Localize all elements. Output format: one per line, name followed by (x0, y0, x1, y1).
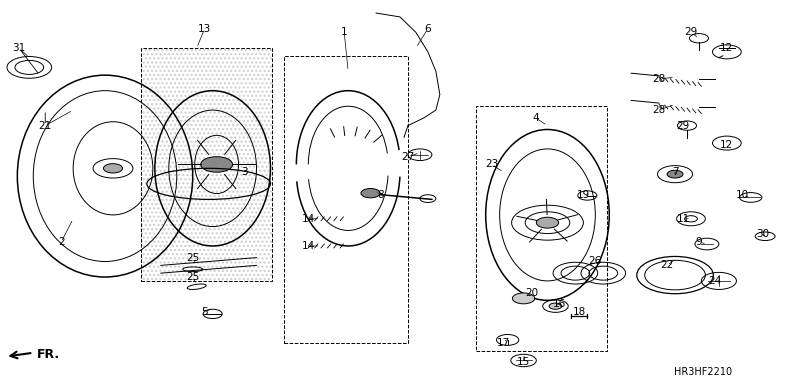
Text: 12: 12 (720, 140, 734, 150)
Bar (141, 48, 273, 281)
Text: 25: 25 (186, 253, 199, 263)
Text: 12: 12 (720, 43, 734, 53)
Text: 10: 10 (736, 190, 750, 201)
Bar (285, 56, 408, 343)
Text: 18: 18 (573, 307, 586, 317)
Text: 29: 29 (676, 120, 690, 131)
Text: 3: 3 (242, 167, 248, 177)
Text: 6: 6 (425, 23, 431, 34)
Text: 22: 22 (661, 260, 674, 271)
Circle shape (201, 157, 233, 172)
Text: 8: 8 (377, 190, 383, 201)
Text: HR3HF2210: HR3HF2210 (674, 367, 732, 377)
Text: 21: 21 (38, 120, 52, 131)
Text: 23: 23 (485, 160, 498, 169)
Text: 14: 14 (302, 241, 315, 251)
Text: 15: 15 (517, 357, 530, 368)
Text: 13: 13 (198, 23, 211, 34)
Circle shape (536, 217, 558, 228)
Text: 20: 20 (525, 287, 538, 298)
Text: 5: 5 (202, 307, 208, 317)
Text: 24: 24 (708, 276, 722, 286)
Circle shape (361, 188, 380, 198)
Text: 28: 28 (653, 74, 666, 84)
Text: FR.: FR. (38, 348, 60, 361)
Text: 9: 9 (696, 237, 702, 247)
Text: 17: 17 (497, 338, 510, 348)
Text: 25: 25 (186, 272, 199, 282)
Text: 14: 14 (302, 214, 315, 224)
Text: 29: 29 (684, 27, 698, 38)
Text: 19: 19 (577, 190, 590, 201)
Text: 30: 30 (756, 230, 770, 239)
Text: 1: 1 (341, 27, 347, 38)
Bar (476, 106, 607, 351)
Text: 28: 28 (653, 105, 666, 115)
Text: 31: 31 (12, 43, 26, 53)
Text: 26: 26 (589, 256, 602, 267)
Text: 7: 7 (672, 167, 678, 177)
Text: 27: 27 (402, 152, 414, 161)
Circle shape (513, 293, 534, 304)
Bar (141, 48, 273, 281)
Circle shape (549, 303, 562, 309)
Text: 16: 16 (553, 299, 566, 309)
Text: 4: 4 (532, 113, 539, 123)
Circle shape (667, 170, 683, 178)
Text: 2: 2 (58, 237, 65, 247)
Circle shape (103, 164, 122, 173)
Text: 11: 11 (676, 214, 690, 224)
